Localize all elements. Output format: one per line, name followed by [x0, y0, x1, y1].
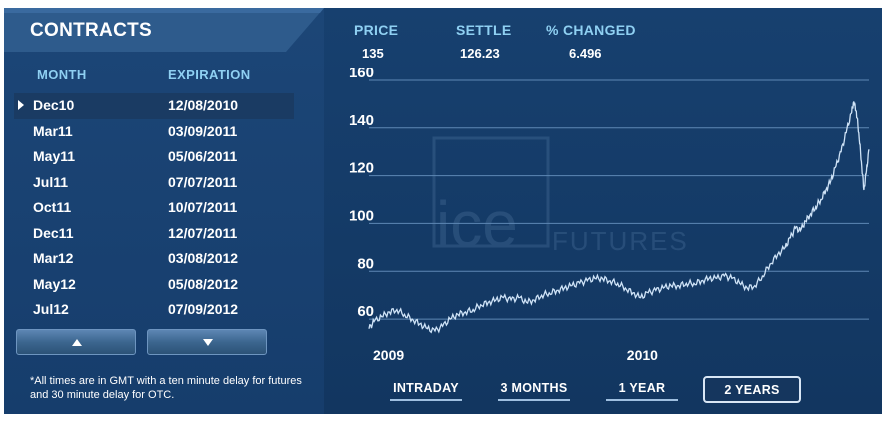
- contract-expiration: 05/08/2012: [168, 275, 239, 292]
- contract-expiration: 05/06/2011: [168, 148, 238, 164]
- x-tick-label: 2010: [627, 347, 658, 363]
- contracts-panel: CONTRACTS MONTH EXPIRATION Dec10 12/08/20…: [4, 8, 324, 414]
- ice-futures-watermark: ice FUTURES: [432, 136, 689, 260]
- triangle-down-icon: [203, 339, 213, 346]
- contracts-list: Dec10 12/08/2010 Mar11 03/09/2011 May11 05/06…: [14, 93, 294, 323]
- changed-value: 6.496: [569, 46, 602, 61]
- contract-month: Dec10: [33, 97, 75, 113]
- contract-expiration: 10/07/2011: [168, 199, 238, 215]
- range-3-months-button[interactable]: 3 MONTHS: [498, 381, 570, 401]
- delay-note: *All times are in GMT with a ten minute …: [30, 375, 302, 401]
- header-tab-shape: [4, 8, 324, 52]
- watermark-suffix: FUTURES: [552, 226, 689, 256]
- contract-expiration: 07/07/2011: [168, 173, 238, 190]
- contract-row[interactable]: Oct11 10/07/2011: [14, 195, 294, 221]
- column-header-expiration: EXPIRATION: [168, 67, 251, 82]
- range-1-year-button[interactable]: 1 YEAR: [606, 381, 678, 401]
- y-tick-label: 120: [349, 160, 374, 177]
- contract-row[interactable]: May11 05/06/2011: [14, 144, 294, 170]
- watermark-brand: ice: [436, 188, 518, 260]
- contract-month: Jul11: [33, 173, 69, 190]
- contract-row[interactable]: Dec10 12/08/2010: [14, 93, 294, 119]
- contract-row[interactable]: Dec11 12/07/2011: [14, 221, 294, 247]
- y-tick-label: 140: [349, 112, 374, 129]
- contract-expiration: 03/09/2011: [168, 122, 238, 139]
- y-tick-label: 80: [357, 255, 374, 272]
- contract-month: Mar12: [33, 250, 74, 266]
- scroll-up-button[interactable]: [16, 329, 136, 355]
- contract-month: Jul12: [33, 301, 69, 317]
- triangle-up-icon: [72, 339, 82, 346]
- contracts-widget: CONTRACTS MONTH EXPIRATION Dec10 12/08/20…: [4, 8, 882, 414]
- column-header-month: MONTH: [37, 67, 87, 82]
- price-label: PRICE: [354, 22, 399, 38]
- contract-row[interactable]: May12 05/08/2012: [14, 272, 294, 298]
- changed-label: % CHANGED: [546, 22, 636, 38]
- contract-row[interactable]: Mar12 03/08/2012: [14, 246, 294, 272]
- y-axis-ticks: 60 80 100 120 140 160: [349, 68, 374, 320]
- selected-arrow-icon: [18, 100, 24, 110]
- y-tick-label: 60: [357, 303, 374, 320]
- contracts-title: CONTRACTS: [30, 20, 152, 41]
- settle-value: 126.23: [460, 46, 500, 61]
- contract-month: May11: [33, 148, 76, 164]
- contract-month: May12: [33, 275, 76, 292]
- x-tick-label: 2009: [373, 347, 404, 363]
- y-tick-label: 100: [349, 207, 374, 224]
- price-chart: ice FUTURES 60 80 100 120 140 160 2009 2010: [349, 68, 870, 363]
- contract-expiration: 12/08/2010: [168, 97, 239, 113]
- scroll-down-button[interactable]: [147, 329, 267, 355]
- contract-month: Mar11: [33, 122, 73, 139]
- x-axis-ticks: 2009 2010: [373, 347, 658, 363]
- contract-row[interactable]: Jul12 07/09/2012: [14, 297, 294, 323]
- contract-row[interactable]: Jul11 07/07/2011: [14, 170, 294, 196]
- chart-grid: [369, 79, 869, 320]
- contracts-header: CONTRACTS: [4, 8, 324, 52]
- chart-panel: PRICE SETTLE % CHANGED 135 126.23 6.496 …: [324, 8, 882, 414]
- range-2-years-button[interactable]: 2 YEARS: [703, 376, 801, 403]
- contract-expiration: 07/09/2012: [168, 301, 239, 317]
- range-intraday-button[interactable]: INTRADAY: [390, 381, 462, 401]
- contract-expiration: 03/08/2012: [168, 250, 239, 266]
- contract-month: Oct11: [33, 199, 72, 215]
- y-tick-label: 160: [349, 68, 374, 81]
- contract-row[interactable]: Mar11 03/09/2011: [14, 119, 294, 145]
- price-series-line: [368, 101, 870, 334]
- price-value: 135: [362, 46, 384, 61]
- contract-month: Dec11: [33, 224, 74, 241]
- contract-expiration: 12/07/2011: [168, 224, 238, 241]
- settle-label: SETTLE: [456, 22, 512, 38]
